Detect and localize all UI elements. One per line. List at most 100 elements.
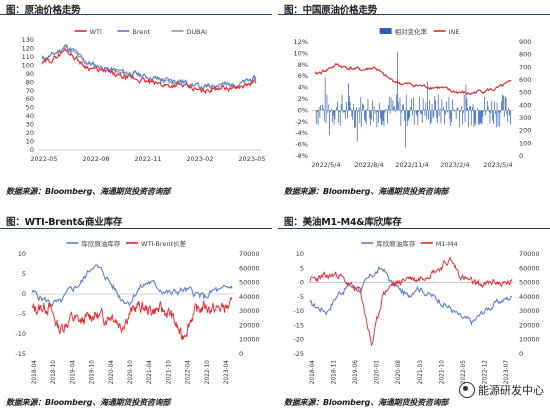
bar-rel-change (364, 110, 365, 120)
bar-rel-change (326, 94, 328, 111)
x-tick-label: 2018-10 (51, 360, 57, 385)
bar-rel-change (363, 104, 364, 111)
bar-rel-change (505, 97, 507, 111)
y-right-tick-label: 900 (519, 38, 531, 46)
bar-rel-change (498, 110, 500, 113)
x-tick-label: 2022-11 (134, 155, 161, 163)
bar-rel-change (435, 100, 437, 111)
y-right-tick-label: 400 (519, 101, 531, 109)
bar-rel-change (384, 110, 386, 113)
y-right-tick-label: 20000 (519, 321, 540, 329)
y-right-tick-label: 10000 (239, 336, 260, 344)
x-tick-label: 2022-08 (82, 155, 109, 163)
bar-rel-change (431, 103, 433, 111)
bar-rel-change (352, 110, 354, 121)
bar-rel-change (406, 110, 408, 127)
x-tick-label: 2018-04 (310, 360, 316, 385)
bar-rel-change (464, 110, 466, 122)
legend-label: DUBAI (186, 28, 207, 36)
bar-rel-change (323, 108, 324, 111)
y-tick-label: 120 (22, 44, 34, 52)
bar-rel-change (465, 84, 467, 111)
bar-rel-change (377, 110, 379, 113)
series-line-wti (41, 47, 257, 95)
bar-rel-change (320, 105, 322, 111)
bar-rel-change (401, 110, 403, 113)
bar-rel-change (338, 110, 339, 123)
bar-rel-change (390, 97, 392, 111)
x-tick-label: 2019-10 (90, 360, 96, 385)
y-right-tick-label: 20000 (239, 321, 260, 329)
bar-rel-change (443, 106, 445, 111)
bar-rel-change (404, 110, 405, 121)
bar-rel-change (421, 110, 422, 115)
bar-rel-change (364, 110, 366, 122)
bar-rel-change (481, 110, 483, 124)
x-tick-label: 2018-11 (332, 360, 338, 385)
bar-rel-change (444, 110, 445, 125)
y-left-tick-label: -2% (295, 118, 308, 126)
bar-rel-change (405, 94, 407, 111)
y-left-tick-label: 0 (22, 290, 26, 298)
bar-rel-change (413, 110, 415, 125)
bar-rel-change (493, 110, 494, 124)
bar-rel-change (449, 110, 451, 119)
bar-rel-change (362, 103, 363, 111)
y-tick-label: 100 (22, 61, 34, 69)
y-left-tick-label: 8% (298, 61, 308, 69)
y-left-tick-label: -15 (15, 350, 26, 358)
series-line-ine (314, 62, 512, 95)
bar-rel-change (477, 108, 478, 111)
title-rule (278, 228, 550, 229)
bar-rel-change (356, 110, 358, 142)
bar-rel-change (336, 106, 338, 111)
x-tick-label: 2022-10 (205, 360, 211, 385)
x-tick-label: 2020-08 (396, 360, 402, 385)
x-tick-label: 2019-06 (353, 360, 359, 385)
y-right-tick-label: 50000 (519, 279, 540, 287)
bar-rel-change (322, 104, 323, 111)
bar-rel-change (424, 110, 426, 116)
bar-rel-change (412, 110, 413, 116)
y-right-tick-label: 10000 (519, 336, 540, 344)
bar-rel-change (495, 110, 497, 128)
bar-rel-change (375, 110, 377, 112)
bar-rel-change (359, 110, 361, 124)
bar-rel-change (369, 110, 371, 118)
bar-rel-change (490, 110, 492, 114)
bar-rel-change (402, 105, 404, 111)
bar-rel-change (459, 110, 461, 128)
x-tick-label: 2023-05 (238, 155, 265, 163)
legend-label: 库欣原油库存 (81, 239, 121, 248)
bar-rel-change (509, 110, 510, 116)
title-rule (0, 14, 272, 15)
legend-label: Brent (132, 28, 150, 36)
bar-rel-change (484, 97, 486, 111)
y-tick-label: 20 (26, 129, 34, 137)
y-right-tick-label: 40000 (519, 293, 540, 301)
bar-rel-change (485, 110, 486, 116)
bar-rel-change (502, 94, 503, 111)
bar-rel-change (456, 108, 458, 111)
y-right-tick-label: 60000 (239, 264, 260, 272)
bar-rel-change (334, 110, 336, 120)
bar-rel-change (453, 109, 454, 111)
bar-rel-change (342, 110, 344, 113)
legend-label: 相对变化率 (395, 27, 428, 36)
bar-rel-change (356, 107, 357, 111)
x-tick-label: 2020-04 (109, 360, 115, 385)
bar-rel-change (417, 110, 419, 126)
bar-rel-change (343, 110, 345, 113)
y-left-tick-label: 0 (300, 279, 304, 287)
bar-rel-change (506, 110, 508, 115)
bar-rel-change (440, 110, 442, 124)
x-tick-label: 2022-12 (482, 360, 488, 385)
bar-rel-change (451, 110, 453, 122)
bar-rel-change (371, 110, 372, 120)
source-note: 数据来源：Bloomberg、海通期货投资咨询部 (6, 398, 171, 407)
legend-label: 库欣原油库存 (376, 239, 416, 248)
legend-swatch (379, 28, 392, 34)
bar-rel-change (450, 110, 452, 126)
panel-china-oil-price: 图：中国原油价格走势 相对变化率 INE -8% -6% -4% -2% 0% 2% 4% 6% 8… (278, 0, 550, 205)
bar-rel-change (372, 110, 374, 122)
